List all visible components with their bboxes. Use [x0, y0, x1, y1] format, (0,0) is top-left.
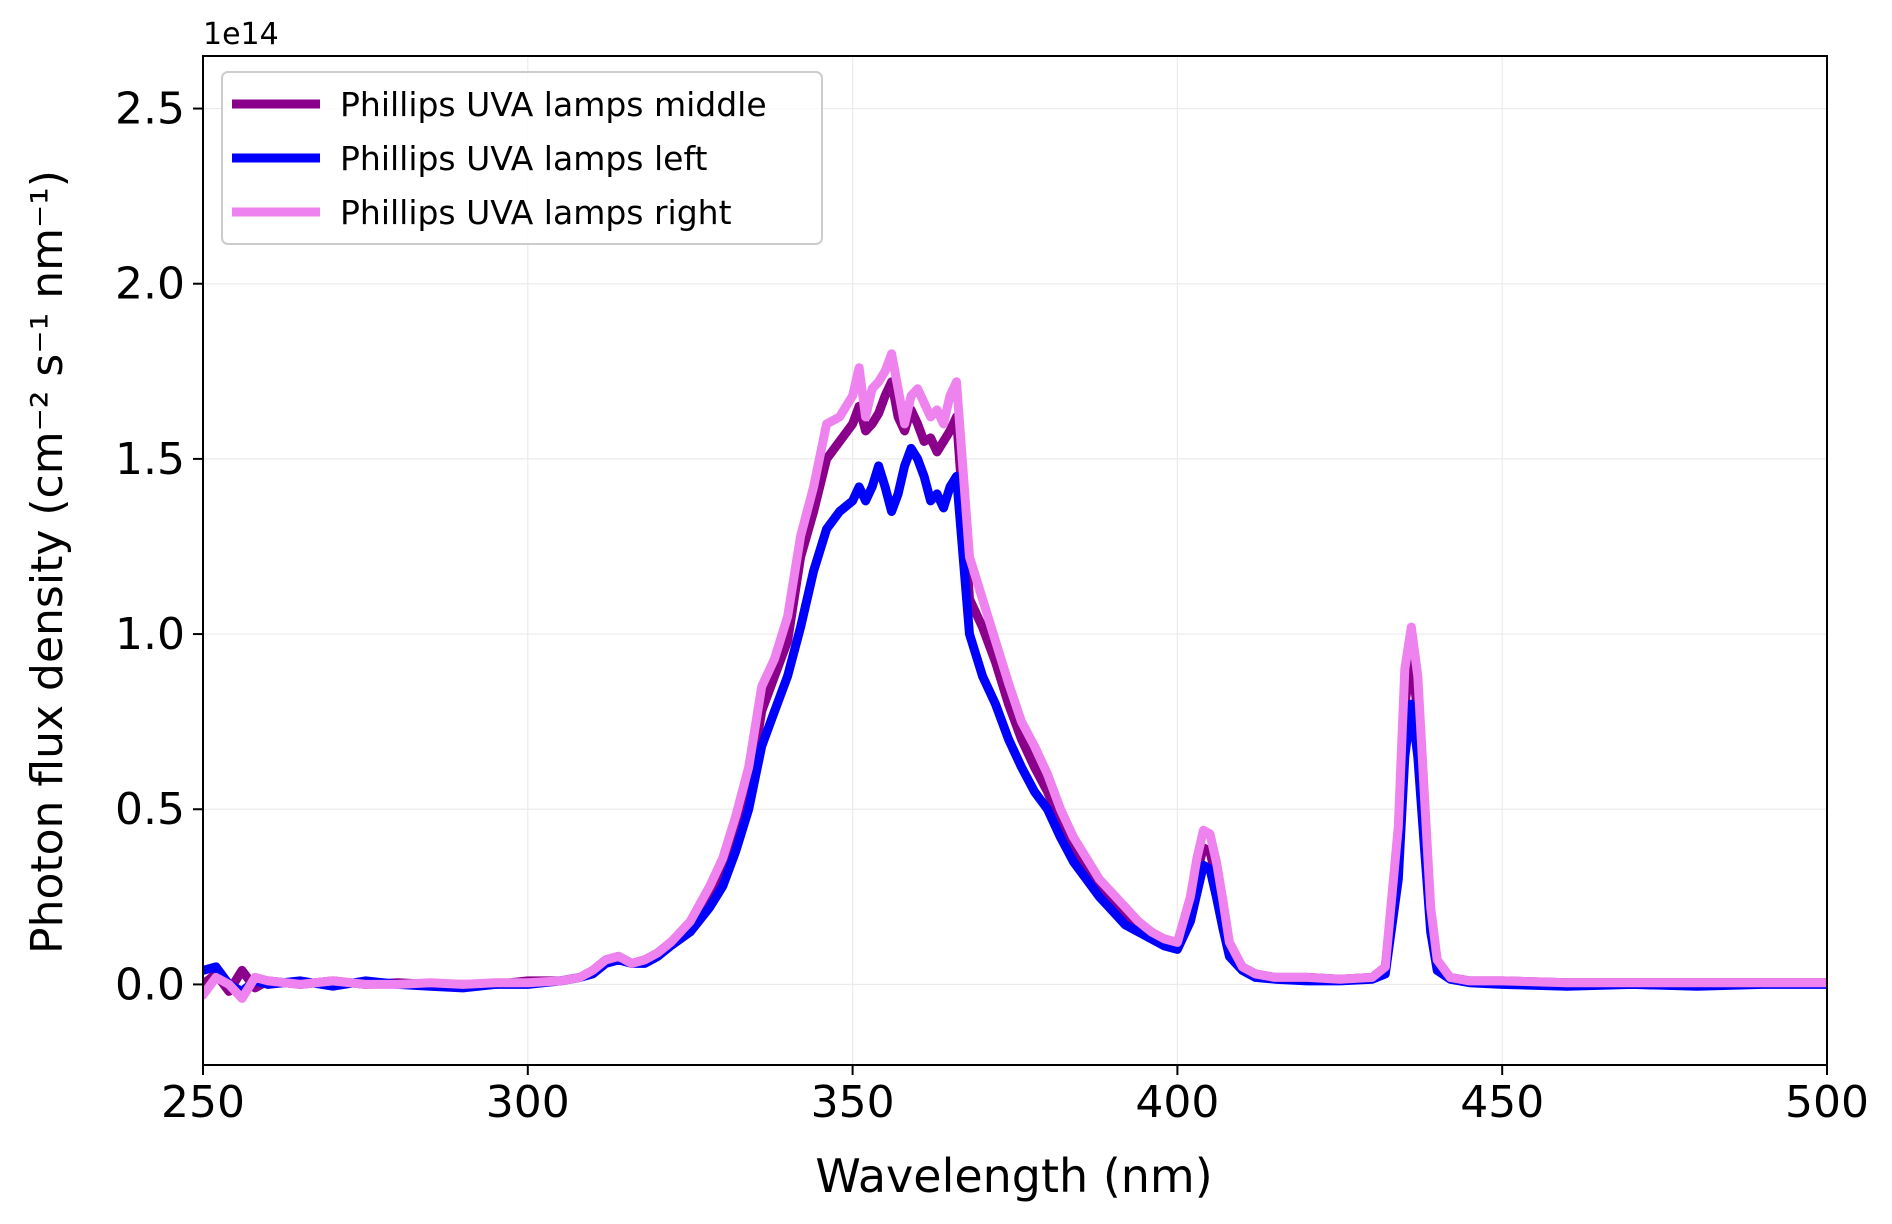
legend-label-middle: Phillips UVA lamps middle	[340, 85, 767, 124]
legend-item-left: Phillips UVA lamps left	[232, 139, 707, 178]
legend-item-right: Phillips UVA lamps right	[232, 193, 732, 232]
axes-frame	[202, 55, 1828, 1066]
x-tick-label: 250	[161, 1077, 245, 1128]
x-axis-label: Wavelength (nm)	[815, 1149, 1212, 1203]
legend-label-right: Phillips UVA lamps right	[340, 193, 732, 232]
legend: Phillips UVA lamps middle Phillips UVA l…	[221, 71, 823, 245]
series-line-middle	[203, 377, 1827, 996]
y-tick-label: 0.0	[115, 959, 185, 1010]
y-tick-label: 2.5	[115, 84, 185, 135]
y-tick-label: 0.5	[115, 784, 185, 835]
y-axis-label: Photon flux density (cm⁻² s⁻¹ nm⁻¹)	[22, 170, 73, 954]
x-tick-label: 300	[486, 1077, 570, 1128]
x-tick-label: 450	[1460, 1077, 1544, 1128]
x-tick-label: 400	[1135, 1077, 1219, 1128]
x-tick-label: 500	[1785, 1077, 1869, 1128]
series-lines	[203, 349, 1827, 1003]
legend-box	[221, 71, 823, 245]
x-tick-label: 350	[811, 1077, 895, 1128]
y-offset-label: 1e14	[203, 17, 279, 52]
y-tick-label: 1.0	[115, 609, 185, 660]
legend-item-middle: Phillips UVA lamps middle	[232, 85, 767, 124]
y-tick-label: 1.5	[115, 434, 185, 485]
legend-label-left: Phillips UVA lamps left	[340, 139, 707, 178]
axis-ticks: 250 300 350 400 450 500 0.0 0.5 1.0 1.5 2.0 2.5	[115, 84, 1869, 1128]
series-line-right	[203, 349, 1827, 1003]
y-tick-label: 2.0	[115, 259, 185, 310]
